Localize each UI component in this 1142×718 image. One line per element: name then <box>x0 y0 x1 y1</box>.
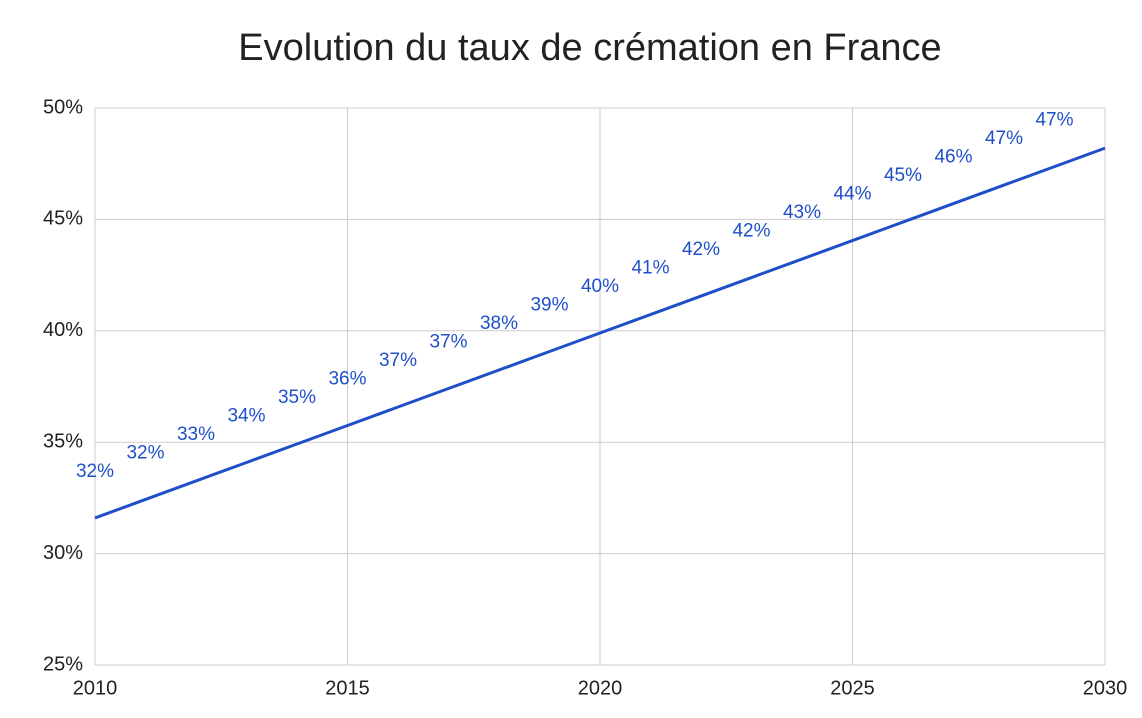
data-label: 32% <box>126 442 164 463</box>
data-label: 42% <box>682 239 720 260</box>
data-label: 35% <box>278 387 316 408</box>
chart-title: Evolution du taux de crémation en France <box>238 27 941 69</box>
data-label: 42% <box>732 221 770 242</box>
data-label: 47% <box>1035 110 1073 131</box>
y-tick-label: 30% <box>43 542 83 564</box>
data-label: 32% <box>76 461 114 482</box>
data-label: 40% <box>581 276 619 297</box>
data-label: 37% <box>379 350 417 371</box>
x-tick-label: 2015 <box>325 677 370 699</box>
data-label: 38% <box>480 313 518 334</box>
data-label: 36% <box>328 369 366 390</box>
data-label: 44% <box>833 184 871 205</box>
data-label: 46% <box>934 147 972 168</box>
data-label: 45% <box>884 165 922 186</box>
y-tick-label: 45% <box>43 208 83 230</box>
y-tick-label: 40% <box>43 319 83 341</box>
x-tick-label: 2010 <box>73 677 118 699</box>
y-tick-label: 25% <box>43 653 83 675</box>
data-label: 43% <box>783 202 821 223</box>
data-label: 33% <box>177 424 215 445</box>
y-tick-label: 50% <box>43 96 83 118</box>
x-tick-label: 2030 <box>1083 677 1128 699</box>
data-label: 34% <box>227 405 265 426</box>
y-tick-label: 35% <box>43 430 83 452</box>
line <box>94 146 1106 520</box>
data-label: 41% <box>631 258 669 279</box>
x-tick-label: 2020 <box>578 677 623 699</box>
data-label: 47% <box>985 128 1023 149</box>
data-label: 37% <box>429 332 467 353</box>
x-tick-label: 2025 <box>830 677 875 699</box>
data-label: 39% <box>530 295 568 316</box>
